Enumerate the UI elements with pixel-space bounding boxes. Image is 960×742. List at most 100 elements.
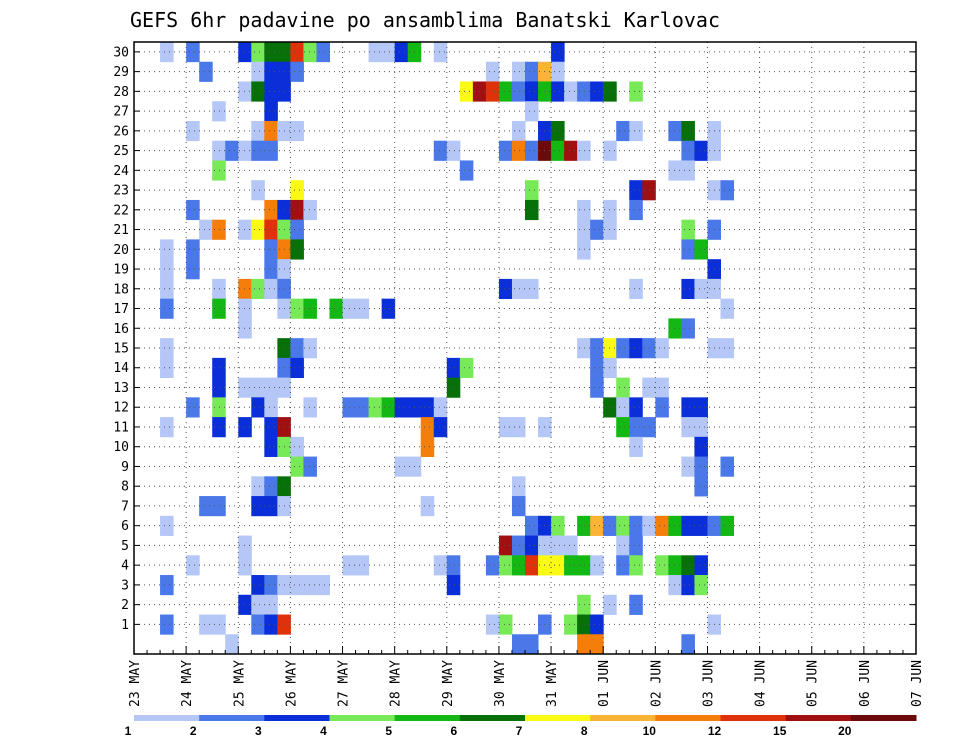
heatmap-cell [212, 298, 226, 319]
colorbar-swatch [590, 715, 656, 721]
colorbar-swatch [264, 715, 330, 721]
heatmap-cell [212, 496, 226, 517]
heatmap-cell [525, 278, 539, 300]
heatmap-cell [381, 298, 396, 319]
heatmap-cell [199, 219, 213, 240]
x-tick-label: 31 MAY [545, 660, 560, 707]
heatmap-cell [511, 140, 526, 161]
y-tick-label: 11 [113, 420, 129, 435]
heatmap-cell [485, 614, 500, 635]
heatmap-cell [655, 377, 669, 398]
heatmap-cell [694, 476, 708, 497]
heatmap-cell [459, 160, 474, 181]
heatmap-cell [420, 397, 435, 418]
heatmap-cell [290, 357, 304, 379]
heatmap-cell [498, 278, 513, 300]
heatmap-cell [459, 81, 474, 102]
heatmap-cell [394, 42, 409, 63]
heatmap-cell [616, 555, 630, 576]
heatmap-cell [225, 140, 239, 161]
heatmap-cell [681, 515, 695, 536]
heatmap-cell [251, 377, 265, 398]
heatmap-cell [186, 259, 200, 280]
heatmap-cell [459, 357, 474, 379]
heatmap-cell [212, 140, 226, 161]
heatmap-cell [629, 436, 643, 457]
heatmap-cell [511, 476, 526, 497]
heatmap-cell [264, 42, 278, 63]
heatmap-cell [264, 219, 278, 240]
heatmap-cell [694, 575, 708, 596]
heatmap-cell [590, 614, 604, 635]
heatmap-cell [264, 417, 278, 438]
heatmap-cell [264, 476, 278, 497]
heatmap-cell [694, 140, 708, 161]
heatmap-cell [525, 535, 539, 556]
heatmap-cell [590, 555, 604, 576]
heatmap-cell [290, 42, 304, 63]
x-axis-ticks: 23 MAY 24 MAY 25 MAY 26 MAY 27 MAY 28 MAY 29 M… [128, 646, 925, 707]
heatmap-cell [655, 397, 669, 418]
heatmap-cell [238, 219, 252, 240]
heatmap-cell [498, 614, 513, 635]
colorbar-swatch [525, 715, 591, 721]
y-tick-label: 5 [121, 539, 129, 554]
heatmap-cell [238, 417, 252, 438]
heatmap-cell [355, 555, 370, 576]
heatmap-cell [264, 61, 278, 82]
heatmap-cell [668, 575, 682, 596]
heatmap-cell [720, 338, 735, 359]
y-tick-label: 3 [121, 578, 129, 593]
heatmap-cell [511, 61, 526, 82]
heatmap-cell [251, 42, 265, 63]
heatmap-cell [498, 535, 513, 556]
heatmap-cell [238, 278, 252, 300]
y-tick-label: 7 [121, 499, 129, 514]
heatmap-cell [525, 199, 539, 221]
heatmap-cell [681, 239, 695, 260]
heatmap-cell [616, 417, 630, 438]
heatmap-cell [160, 417, 174, 438]
heatmap-cell [681, 160, 695, 181]
heatmap-cell [551, 140, 565, 161]
heatmap-cell [629, 515, 643, 536]
heatmap-cell [316, 575, 330, 596]
heatmap-cell [264, 575, 278, 596]
heatmap-cell [590, 515, 604, 536]
heatmap-cell [186, 239, 200, 260]
heatmap-cell [525, 101, 539, 122]
heatmap-cell [160, 338, 174, 359]
heatmap-cell [525, 634, 539, 655]
heatmap-cell [290, 120, 304, 142]
heatmap-cell [668, 160, 682, 181]
grid-lines [134, 42, 916, 654]
heatmap-cell [290, 298, 304, 319]
heatmap-cell [590, 338, 604, 359]
colorbar-swatch [329, 715, 396, 721]
colorbar-label: 1 [125, 724, 132, 738]
heatmap-cell [577, 199, 591, 221]
heatmap-cell [564, 614, 578, 635]
heatmap-cell [251, 397, 265, 418]
x-tick-label: 30 MAY [493, 660, 508, 707]
heatmap-cell [238, 555, 252, 576]
heatmap-cell [616, 397, 630, 418]
heatmap-cell [498, 417, 513, 438]
heatmap-cell [238, 535, 252, 556]
heatmap-cell [525, 555, 539, 576]
heatmap-cell [590, 377, 604, 398]
heatmap-cell [355, 298, 370, 319]
heatmap-cell [681, 456, 695, 477]
heatmap-cell [511, 417, 526, 438]
heatmap-cell [681, 140, 695, 161]
y-axis-ticks: 1234567891011121314151617181920212223242… [113, 45, 916, 633]
heatmap-cell [525, 81, 539, 102]
heatmap-cell [251, 476, 265, 497]
y-tick-label: 21 [113, 223, 129, 238]
heatmap-cell [238, 298, 252, 319]
y-tick-label: 23 [113, 184, 129, 199]
heatmap-cell [446, 357, 461, 379]
heatmap-cell [511, 278, 526, 300]
heatmap-cell [577, 634, 591, 655]
heatmap-cell [290, 180, 304, 201]
